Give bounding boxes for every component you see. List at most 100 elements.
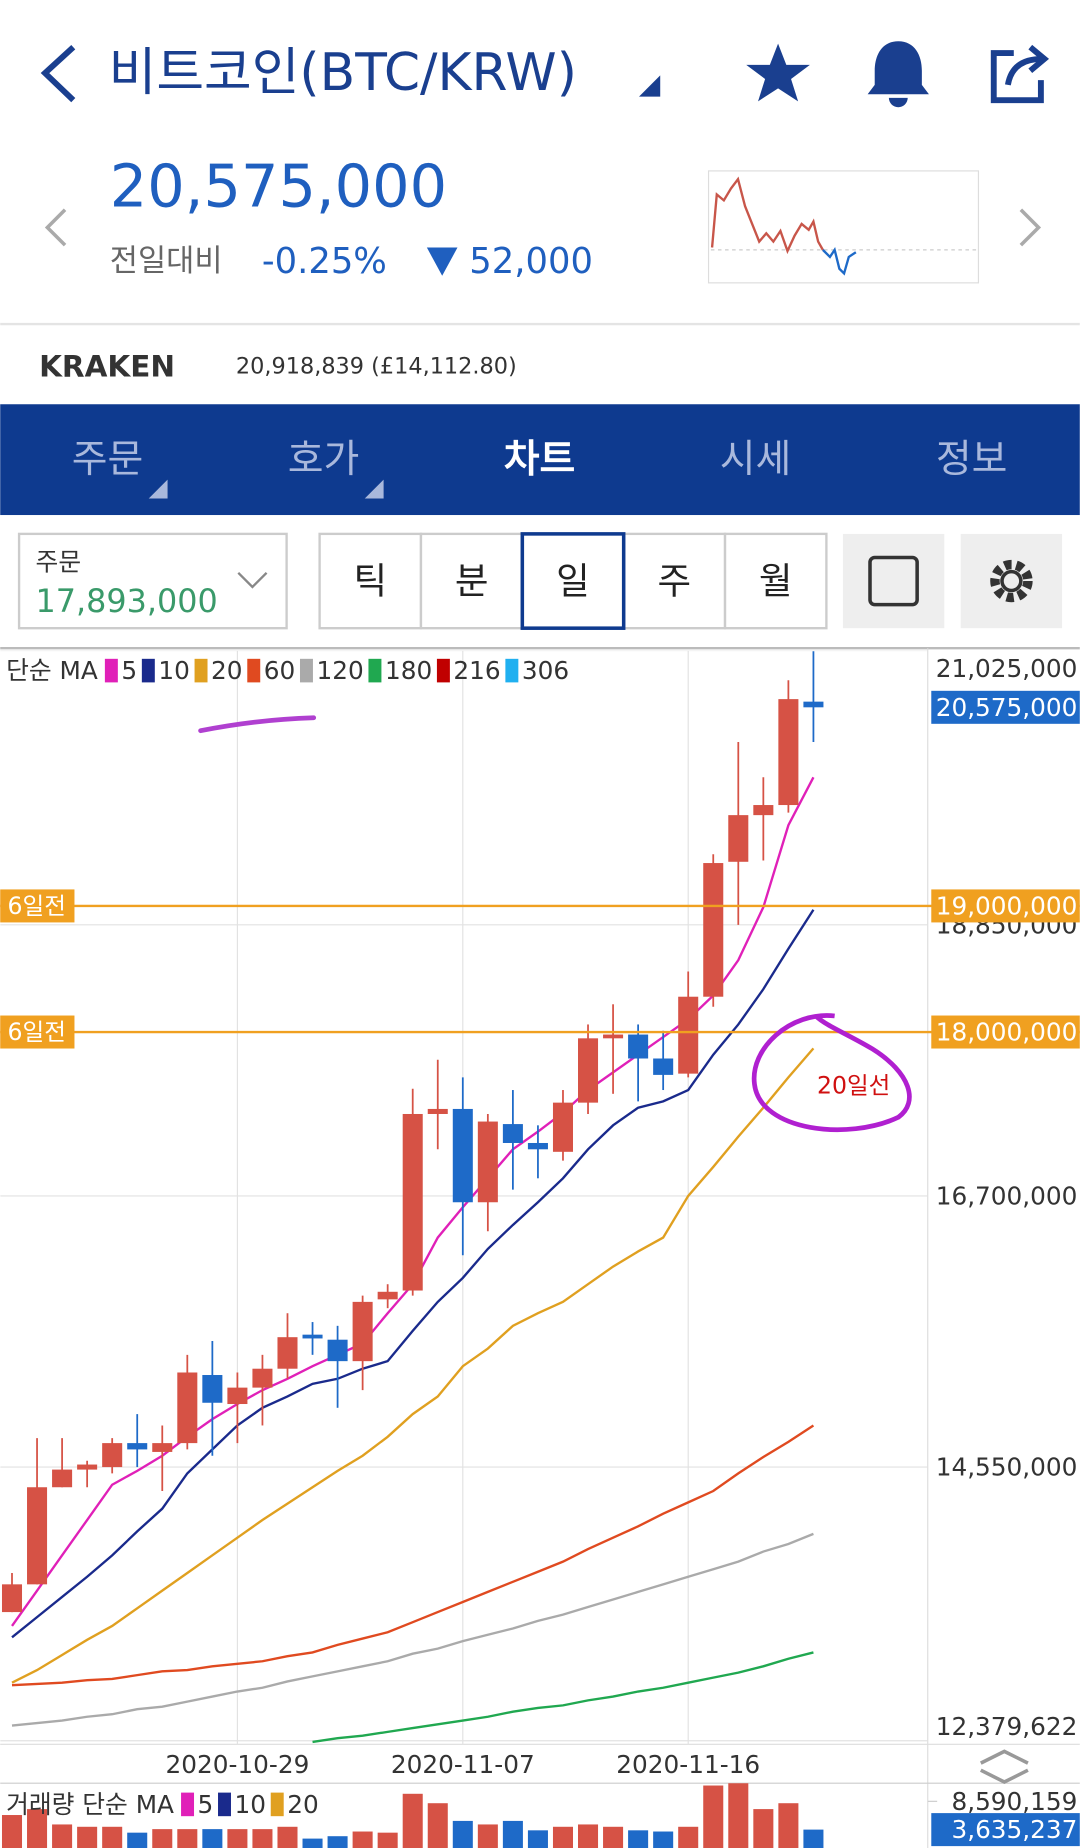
volume-bar: [477, 1824, 498, 1848]
x-tick-label: 2020-10-29: [165, 1750, 309, 1779]
volume-bar: [127, 1832, 148, 1848]
volume-bar: [77, 1826, 98, 1848]
volume-legend-title: 거래량 단순 MA: [6, 1790, 174, 1819]
volume-bar: [502, 1820, 523, 1848]
tab[interactable]: 호가: [288, 437, 360, 482]
volume-bar: [52, 1824, 73, 1848]
legend-label: 20: [211, 656, 243, 685]
period-button[interactable]: [622, 532, 727, 630]
settings-gear: [990, 559, 1033, 603]
candle-body: [1, 1584, 23, 1613]
change-amt: 52,000: [469, 241, 593, 282]
order-dropdown[interactable]: [237, 571, 268, 589]
title: 비트코인(BTC/KRW): [109, 43, 577, 103]
volume-bar: [427, 1803, 448, 1848]
legend-label: 10: [158, 656, 190, 685]
legend-title: 단순 MA: [6, 656, 98, 685]
tab[interactable]: 주문: [72, 437, 144, 482]
y-tick-label: 21,025,000: [936, 654, 1078, 683]
candle-body: [327, 1339, 348, 1362]
prev-arrow[interactable]: [44, 208, 67, 247]
candle-body: [52, 1469, 73, 1488]
settings-gear-hub: [1000, 569, 1023, 593]
order-box[interactable]: [17, 532, 288, 630]
last-price-label: 20,575,000: [936, 693, 1078, 722]
legend-swatch: [194, 658, 208, 683]
candle-body: [477, 1121, 498, 1203]
reference-label: 18,000,000: [936, 1018, 1078, 1047]
legend-swatch: [299, 658, 313, 683]
volume-bar: [1, 1815, 23, 1848]
candle-body: [27, 1487, 48, 1585]
exchange-quote: 20,918,839 (£14,112.80): [236, 354, 517, 380]
volume-bar: [578, 1824, 599, 1848]
favorite-icon[interactable]: [746, 43, 810, 102]
legend-label: 120: [316, 656, 363, 685]
y-tick-label: 12,379,622: [936, 1712, 1078, 1741]
tab[interactable]: 차트: [504, 437, 576, 482]
legend-swatch: [270, 1792, 284, 1817]
reference-tag-bg: [0, 889, 75, 923]
candle-body: [277, 1337, 298, 1369]
period-label: 월: [759, 560, 793, 603]
candle-body: [77, 1464, 98, 1470]
reference-tag-bg: [0, 1015, 75, 1049]
reference-tag: 6일전: [8, 892, 66, 920]
volume-bar: [452, 1820, 473, 1848]
tab[interactable]: 시세: [720, 437, 792, 482]
volume-bar: [603, 1826, 624, 1848]
reference-label-bg: [931, 1015, 1080, 1049]
exchange-name: KRAKEN: [39, 350, 175, 384]
order-label: 주문: [36, 548, 82, 577]
reference-label: 19,000,000: [936, 891, 1078, 920]
drawing-button[interactable]: [842, 533, 945, 629]
y-tick-label: 16,700,000: [936, 1181, 1078, 1210]
candle-body: [252, 1368, 273, 1388]
candle-body: [678, 996, 699, 1074]
tab[interactable]: 정보: [936, 437, 1008, 482]
legend-label: 60: [264, 656, 296, 685]
volume-bar: [152, 1829, 173, 1848]
volume-bar: [527, 1830, 548, 1848]
candle-body: [653, 1058, 674, 1075]
ma-line: [11, 909, 815, 1639]
price: 20,575,000: [110, 152, 447, 221]
settings-button[interactable]: [960, 533, 1063, 629]
legend-swatch: [505, 658, 519, 683]
volume-bar: [778, 1803, 799, 1848]
period-button[interactable]: [723, 532, 828, 630]
volume-bar: [327, 1836, 348, 1848]
candle-body: [552, 1102, 573, 1152]
mini-chart: [707, 170, 980, 284]
next-arrow[interactable]: [1019, 208, 1042, 247]
volume-last-box: [931, 1813, 1080, 1847]
change-label: 전일대비: [110, 244, 223, 279]
alert-icon[interactable]: [867, 41, 929, 108]
back-button[interactable]: [40, 44, 76, 103]
candle-body: [753, 805, 774, 816]
volume-bar: [252, 1829, 273, 1848]
candle-body: [628, 1034, 649, 1059]
candle-body: [227, 1387, 248, 1405]
period-button[interactable]: [419, 532, 524, 630]
down-triangle: [426, 247, 458, 276]
legend-swatch: [436, 658, 450, 683]
candle-body: [502, 1124, 523, 1143]
candle-body: [803, 701, 824, 708]
period-label: 일: [556, 560, 590, 603]
plot: [0, 650, 928, 1745]
panel-resize[interactable]: [979, 1749, 1029, 1784]
candle-body: [578, 1038, 599, 1103]
volume-bar: [352, 1831, 373, 1848]
period-button[interactable]: [520, 532, 626, 630]
volume-bar: [277, 1826, 298, 1848]
legend-swatch: [368, 658, 382, 683]
title-dropdown[interactable]: [639, 75, 661, 97]
volume-bar: [803, 1829, 824, 1848]
mini-chart-up: [710, 176, 824, 255]
share-icon[interactable]: [990, 44, 1050, 104]
legend-label: 216: [453, 656, 500, 685]
candle-body: [352, 1301, 373, 1362]
